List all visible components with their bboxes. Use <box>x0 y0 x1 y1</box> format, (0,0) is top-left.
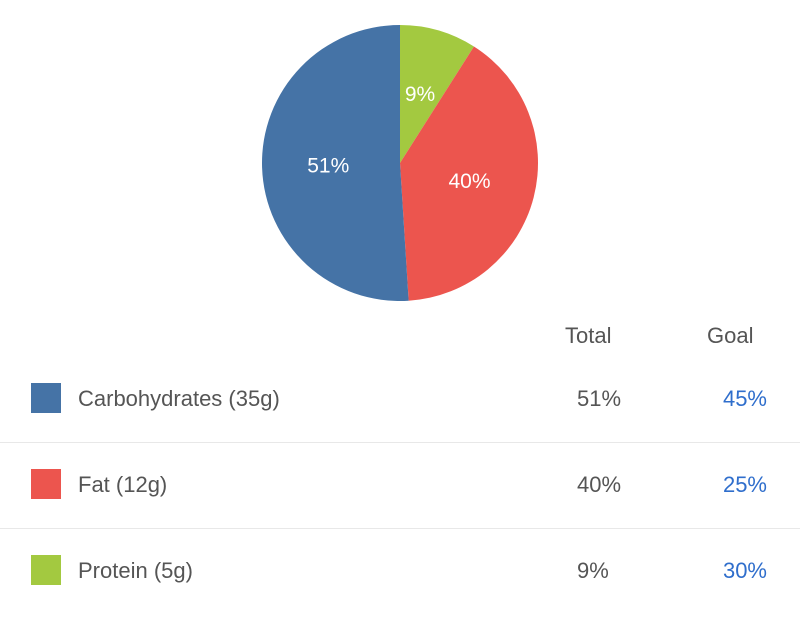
protein-label: Protein (5g) <box>78 558 193 583</box>
carbohydrates-goal: 45% <box>722 386 767 411</box>
protein-total: 9% <box>577 558 609 583</box>
fat-goal: 25% <box>722 472 767 497</box>
protein-goal: 30% <box>722 558 767 583</box>
carbohydrates-label: Carbohydrates (35g) <box>78 386 280 411</box>
fat-total: 40% <box>577 472 622 497</box>
fat-color-swatch <box>31 469 61 499</box>
carbohydrates-total: 51% <box>577 386 622 411</box>
protein-color-swatch <box>31 555 61 585</box>
pie-slice-protein <box>400 25 474 163</box>
pie-label-carbohydrates: 51% <box>307 154 349 177</box>
total-column-header: Total <box>565 323 612 348</box>
carbohydrates-color-swatch <box>31 383 61 413</box>
fat-label: Fat (12g) <box>78 472 168 497</box>
pie-label-protein: 9% <box>405 83 435 106</box>
table-row-carbohydrates: Carbohydrates (35g) 51% 45% <box>0 356 800 443</box>
table-row-fat: Fat (12g) 40% 25% <box>0 442 800 529</box>
pie-label-fat: 40% <box>448 170 490 193</box>
macro-pie-chart: 9% 40% 51% <box>261 25 538 301</box>
pie-slice-carbohydrates <box>261 25 409 301</box>
goal-column-header: Goal <box>707 323 754 348</box>
pie-chart-svg: 9% 40% 51% <box>261 25 538 301</box>
table-row-protein: Protein (5g) 9% 30% <box>0 528 800 614</box>
pie-slice-fat <box>400 46 538 301</box>
